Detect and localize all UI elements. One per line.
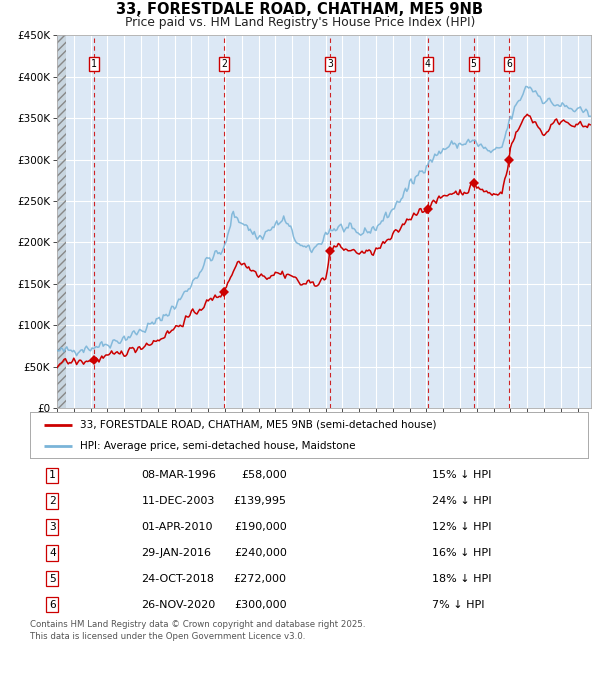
Text: 3: 3 [49,522,56,532]
Text: 1: 1 [49,471,56,480]
Text: 08-MAR-1996: 08-MAR-1996 [142,471,217,480]
Text: Contains HM Land Registry data © Crown copyright and database right 2025.
This d: Contains HM Land Registry data © Crown c… [30,620,365,641]
Bar [57,35,66,408]
Text: 15% ↓ HPI: 15% ↓ HPI [432,471,491,480]
Text: 3: 3 [327,59,333,69]
Text: HPI: Average price, semi-detached house, Maidstone: HPI: Average price, semi-detached house,… [80,441,356,451]
Text: 2: 2 [221,59,227,69]
Text: £300,000: £300,000 [234,600,287,609]
Text: 12% ↓ HPI: 12% ↓ HPI [432,522,491,532]
Text: 2: 2 [49,496,56,506]
Text: 1: 1 [91,59,97,69]
Text: 26-NOV-2020: 26-NOV-2020 [142,600,216,609]
Text: 6: 6 [506,59,512,69]
Text: 16% ↓ HPI: 16% ↓ HPI [432,548,491,558]
Text: 4: 4 [49,548,56,558]
Text: 5: 5 [470,59,476,69]
Text: 29-JAN-2016: 29-JAN-2016 [142,548,212,558]
Text: £190,000: £190,000 [234,522,287,532]
Text: £58,000: £58,000 [241,471,287,480]
Text: 4: 4 [425,59,431,69]
Bar [57,35,66,408]
Text: 18% ↓ HPI: 18% ↓ HPI [432,574,491,583]
Text: 01-APR-2010: 01-APR-2010 [142,522,213,532]
Text: £272,000: £272,000 [233,574,287,583]
Text: 7% ↓ HPI: 7% ↓ HPI [432,600,484,609]
Text: 33, FORESTDALE ROAD, CHATHAM, ME5 9NB: 33, FORESTDALE ROAD, CHATHAM, ME5 9NB [116,2,484,17]
Text: £139,995: £139,995 [233,496,287,506]
Text: 24-OCT-2018: 24-OCT-2018 [142,574,215,583]
Text: 6: 6 [49,600,56,609]
Text: £240,000: £240,000 [234,548,287,558]
Text: 24% ↓ HPI: 24% ↓ HPI [432,496,491,506]
Text: Price paid vs. HM Land Registry's House Price Index (HPI): Price paid vs. HM Land Registry's House … [125,16,475,29]
Text: 33, FORESTDALE ROAD, CHATHAM, ME5 9NB (semi-detached house): 33, FORESTDALE ROAD, CHATHAM, ME5 9NB (s… [80,420,437,430]
Text: 11-DEC-2003: 11-DEC-2003 [142,496,215,506]
Text: 5: 5 [49,574,56,583]
